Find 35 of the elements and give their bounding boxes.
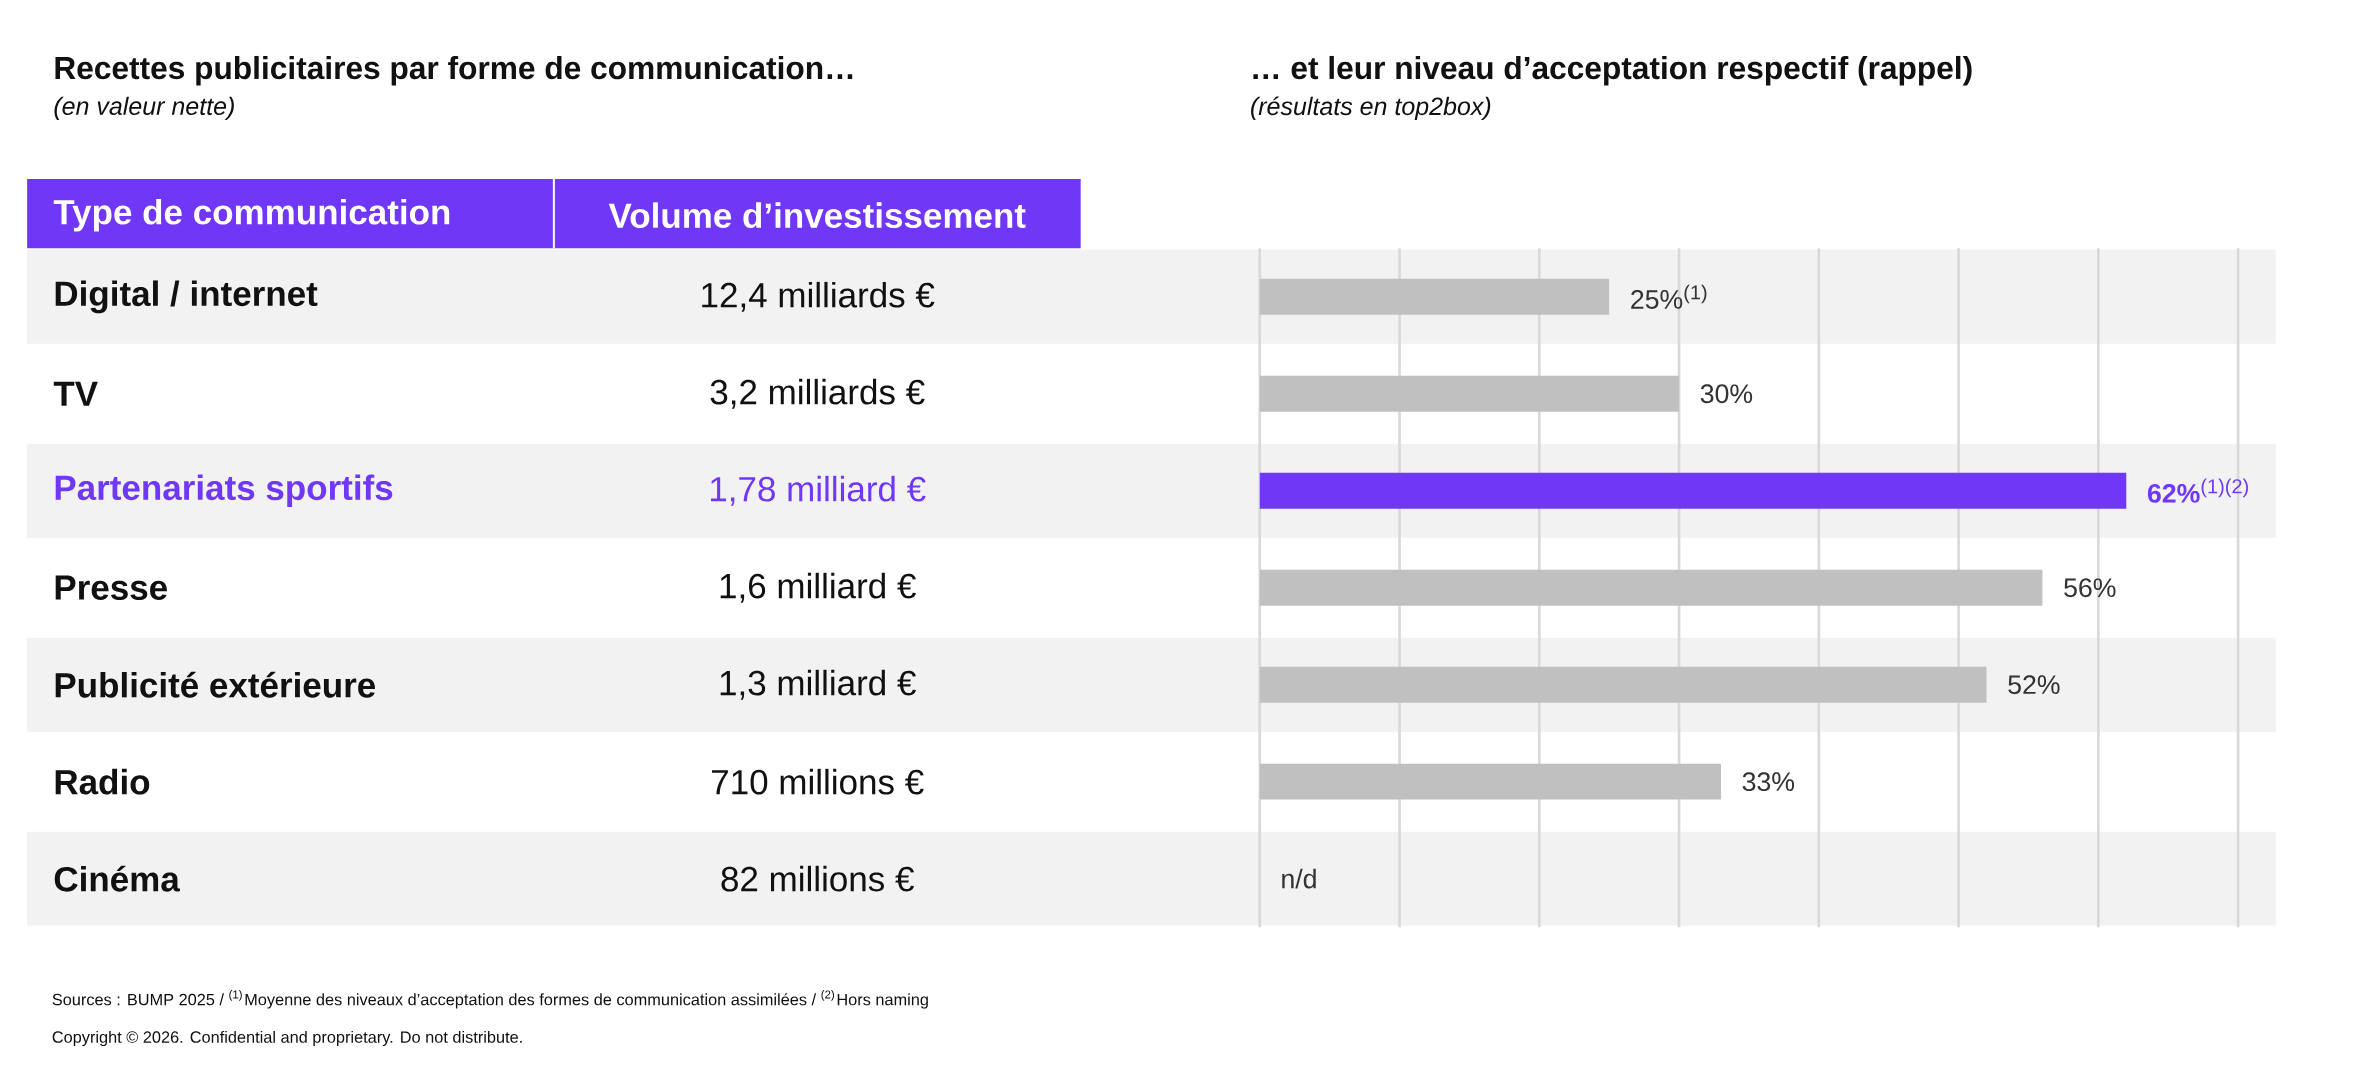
bar bbox=[1259, 569, 2043, 606]
text: 3,2 milliards € bbox=[710, 379, 925, 409]
y-tick-label: Cinéma bbox=[54, 865, 180, 892]
chart-title: … et leur niveau d’acceptation respectif (rappel) bbox=[1253, 56, 1972, 86]
text: Recettes publicitaires par forme de communication… bbox=[55, 56, 853, 86]
text: 82 millions € bbox=[721, 865, 914, 892]
text: 1,3 milliard € bbox=[720, 669, 916, 700]
source-note: Sources : BUMP 2025 / $^{(1)}$Moyenne des niveaux d’acceptation des formes de communication assimilées / $^{(2)}$Hors naming bbox=[52, 990, 928, 1009]
text: 710 millions € bbox=[712, 769, 924, 795]
bar bbox=[1259, 473, 2127, 509]
data-label: 30% bbox=[1700, 384, 1753, 404]
y-tick-label: Presse bbox=[55, 575, 167, 601]
y-tick-label: TV bbox=[53, 381, 98, 407]
bar bbox=[1259, 279, 1610, 315]
bar bbox=[1259, 376, 1680, 412]
data-label: 56% bbox=[2064, 578, 2116, 598]
y-tick-label: Partenariats sportifs bbox=[55, 474, 393, 508]
text: (en valeur nette) bbox=[54, 96, 234, 121]
data-label: 62%$^{(1)(2)}$ bbox=[2147, 478, 2248, 504]
text: 12,4 milliards € bbox=[702, 282, 935, 312]
bar bbox=[1259, 666, 1987, 703]
y-tick-label: Publicité extérieure bbox=[55, 671, 376, 698]
chart-subtitle: (résultats en top2box) bbox=[1251, 96, 1491, 121]
text: 1,78 milliard € bbox=[710, 476, 926, 506]
text: 1,6 milliard € bbox=[720, 573, 916, 603]
text: n/d bbox=[1282, 869, 1316, 889]
data-label: 33% bbox=[1742, 772, 1795, 792]
text: Type de communication bbox=[53, 199, 450, 232]
data-label: 25%$^{(1)}$ bbox=[1631, 284, 1707, 310]
y-tick-label: Digital / internet bbox=[55, 280, 318, 314]
bar bbox=[1259, 763, 1721, 800]
text: Copyright © 2026. Confidential and proprietary. Do not distribute. bbox=[52, 1031, 522, 1047]
y-tick-label: Radio bbox=[55, 769, 150, 795]
data-label: 52% bbox=[2008, 675, 2060, 695]
text: Volume d’investissement bbox=[608, 202, 1026, 229]
